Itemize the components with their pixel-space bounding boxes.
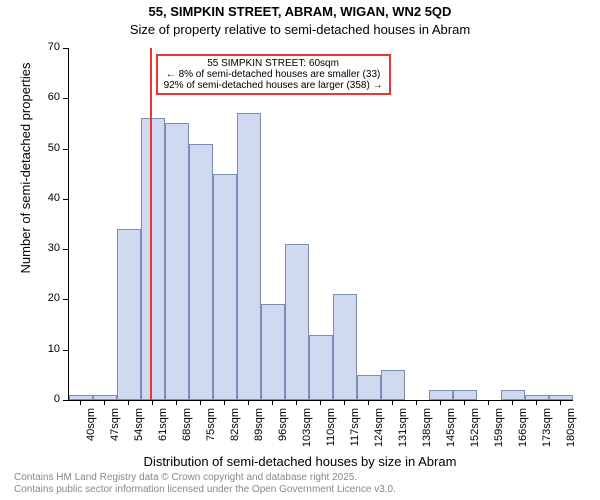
histogram-bar	[213, 174, 237, 400]
annotation-box: 55 SIMPKIN STREET: 60sqm← 8% of semi-det…	[156, 54, 391, 95]
y-tick-label: 40	[30, 192, 60, 204]
x-tick-mark	[344, 400, 345, 405]
x-tick-mark	[488, 400, 489, 405]
x-tick-mark	[200, 400, 201, 405]
annotation-text: ← 8% of semi-detached houses are smaller…	[164, 69, 383, 80]
y-tick-label: 30	[30, 242, 60, 254]
x-tick-mark	[224, 400, 225, 405]
x-tick-mark	[392, 400, 393, 405]
x-tick-mark	[128, 400, 129, 405]
x-tick-mark	[368, 400, 369, 405]
x-tick-label: 54sqm	[133, 408, 145, 458]
y-tick-label: 10	[30, 343, 60, 355]
y-tick-mark	[63, 400, 68, 401]
histogram-bar	[93, 395, 117, 400]
x-tick-mark	[152, 400, 153, 405]
histogram-bar	[501, 390, 525, 400]
histogram-bar	[525, 395, 549, 400]
x-tick-label: 145sqm	[445, 408, 457, 458]
x-tick-mark	[416, 400, 417, 405]
x-tick-label: 110sqm	[325, 408, 337, 458]
x-tick-label: 124sqm	[373, 408, 385, 458]
x-tick-mark	[80, 400, 81, 405]
x-tick-label: 103sqm	[301, 408, 313, 458]
y-tick-mark	[63, 199, 68, 200]
y-tick-label: 70	[30, 41, 60, 53]
x-tick-label: 68sqm	[181, 408, 193, 458]
plot-area: 55 SIMPKIN STREET: 60sqm← 8% of semi-det…	[68, 48, 573, 401]
histogram-bar	[333, 294, 357, 400]
x-tick-mark	[176, 400, 177, 405]
histogram-bar	[261, 304, 285, 400]
histogram-bar	[309, 335, 333, 400]
histogram-bar	[165, 123, 189, 400]
chart-title-line1: 55, SIMPKIN STREET, ABRAM, WIGAN, WN2 5Q…	[0, 4, 600, 19]
annotation-text: 55 SIMPKIN STREET: 60sqm	[164, 58, 383, 69]
x-tick-label: 131sqm	[397, 408, 409, 458]
histogram-bar	[117, 229, 141, 400]
x-tick-label: 82sqm	[229, 408, 241, 458]
x-tick-mark	[464, 400, 465, 405]
x-tick-label: 117sqm	[349, 408, 361, 458]
histogram-bar	[429, 390, 453, 400]
x-tick-mark	[272, 400, 273, 405]
y-tick-label: 20	[30, 292, 60, 304]
x-tick-label: 138sqm	[421, 408, 433, 458]
y-tick-mark	[63, 350, 68, 351]
chart-container: 55, SIMPKIN STREET, ABRAM, WIGAN, WN2 5Q…	[0, 0, 600, 500]
reference-line	[150, 48, 152, 400]
x-tick-mark	[320, 400, 321, 405]
histogram-bar	[189, 144, 213, 400]
x-tick-label: 152sqm	[469, 408, 481, 458]
x-tick-mark	[440, 400, 441, 405]
x-tick-label: 166sqm	[517, 408, 529, 458]
histogram-bar	[549, 395, 573, 400]
y-tick-mark	[63, 149, 68, 150]
x-tick-label: 89sqm	[253, 408, 265, 458]
histogram-bar	[453, 390, 477, 400]
x-tick-label: 61sqm	[157, 408, 169, 458]
histogram-bar	[357, 375, 381, 400]
footer-line-1: Contains HM Land Registry data © Crown c…	[14, 472, 357, 483]
y-tick-mark	[63, 299, 68, 300]
x-tick-mark	[512, 400, 513, 405]
x-tick-mark	[560, 400, 561, 405]
x-tick-mark	[248, 400, 249, 405]
y-tick-label: 0	[30, 393, 60, 405]
x-tick-mark	[296, 400, 297, 405]
histogram-bar	[285, 244, 309, 400]
x-tick-label: 96sqm	[277, 408, 289, 458]
y-tick-label: 50	[30, 142, 60, 154]
footer-line-2: Contains public sector information licen…	[14, 484, 396, 495]
x-tick-mark	[104, 400, 105, 405]
x-tick-label: 159sqm	[493, 408, 505, 458]
histogram-bar	[141, 118, 165, 400]
y-tick-mark	[63, 249, 68, 250]
x-tick-mark	[536, 400, 537, 405]
x-tick-label: 47sqm	[109, 408, 121, 458]
histogram-bar	[237, 113, 261, 400]
annotation-text: 92% of semi-detached houses are larger (…	[164, 80, 383, 91]
y-tick-label: 60	[30, 91, 60, 103]
x-tick-label: 75sqm	[205, 408, 217, 458]
histogram-bar	[69, 395, 93, 400]
histogram-bar	[381, 370, 405, 400]
y-tick-mark	[63, 98, 68, 99]
x-tick-label: 40sqm	[85, 408, 97, 458]
chart-title-line2: Size of property relative to semi-detach…	[0, 22, 600, 37]
x-tick-label: 180sqm	[565, 408, 577, 458]
y-tick-mark	[63, 48, 68, 49]
x-tick-label: 173sqm	[541, 408, 553, 458]
